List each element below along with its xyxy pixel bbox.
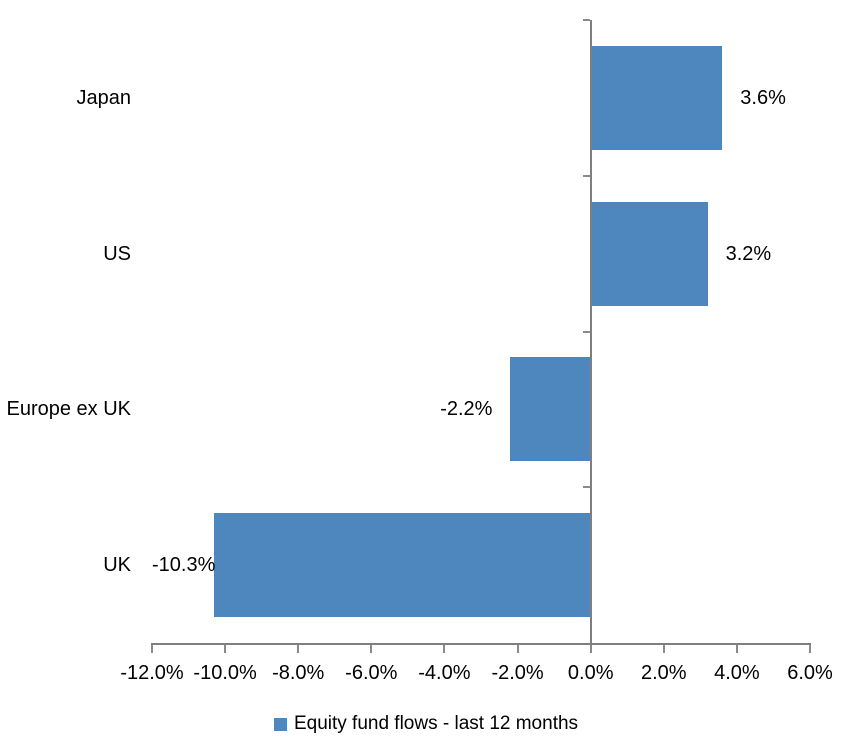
x-axis-tick-label: -4.0% <box>418 662 471 684</box>
zero-axis-line <box>589 20 592 643</box>
x-axis-tick <box>662 645 665 653</box>
x-axis-tick-label: 6.0% <box>787 662 833 684</box>
x-axis-tick <box>151 645 153 653</box>
data-label: 3.6% <box>740 86 786 109</box>
x-axis-line <box>151 643 811 645</box>
bar <box>214 513 591 618</box>
x-axis-tick <box>370 645 373 653</box>
legend-label: Equity fund flows - last 12 months <box>293 713 579 734</box>
x-axis-tick-label: -6.0% <box>345 662 398 684</box>
category-label: Europe ex UK <box>6 398 131 421</box>
bar <box>590 45 723 150</box>
x-axis-tick <box>297 645 300 653</box>
x-axis-tick <box>224 645 227 653</box>
x-axis-tick-label: 4.0% <box>714 662 760 684</box>
y-axis-tick <box>582 330 590 333</box>
x-axis-tick <box>443 645 446 653</box>
x-axis-tick <box>809 645 811 653</box>
x-axis-tick <box>735 645 738 653</box>
category-label: Japan <box>76 86 132 109</box>
x-axis-tick-label: 2.0% <box>641 662 687 684</box>
x-axis-tick-label: -12.0% <box>120 662 184 684</box>
x-axis-tick <box>589 645 592 653</box>
x-axis-tick-label: -2.0% <box>491 662 544 684</box>
x-axis-tick <box>516 645 519 653</box>
category-label: US <box>103 242 131 265</box>
data-label: -10.3% <box>152 554 216 577</box>
legend-swatch-icon <box>273 717 287 731</box>
x-axis-tick-label: 0.0% <box>567 662 614 684</box>
bar <box>590 201 708 306</box>
legend: Equity fund flows - last 12 months <box>0 710 852 738</box>
y-axis-tick <box>582 19 590 21</box>
y-axis-tick <box>582 174 590 177</box>
bar <box>510 357 591 462</box>
x-axis-tick-label: -8.0% <box>272 662 325 684</box>
y-axis-tick <box>582 486 590 489</box>
data-label: 3.2% <box>725 242 772 265</box>
category-label: UK <box>103 554 131 577</box>
x-axis-tick-label: -10.0% <box>193 662 257 684</box>
data-label: -2.2% <box>440 398 493 421</box>
